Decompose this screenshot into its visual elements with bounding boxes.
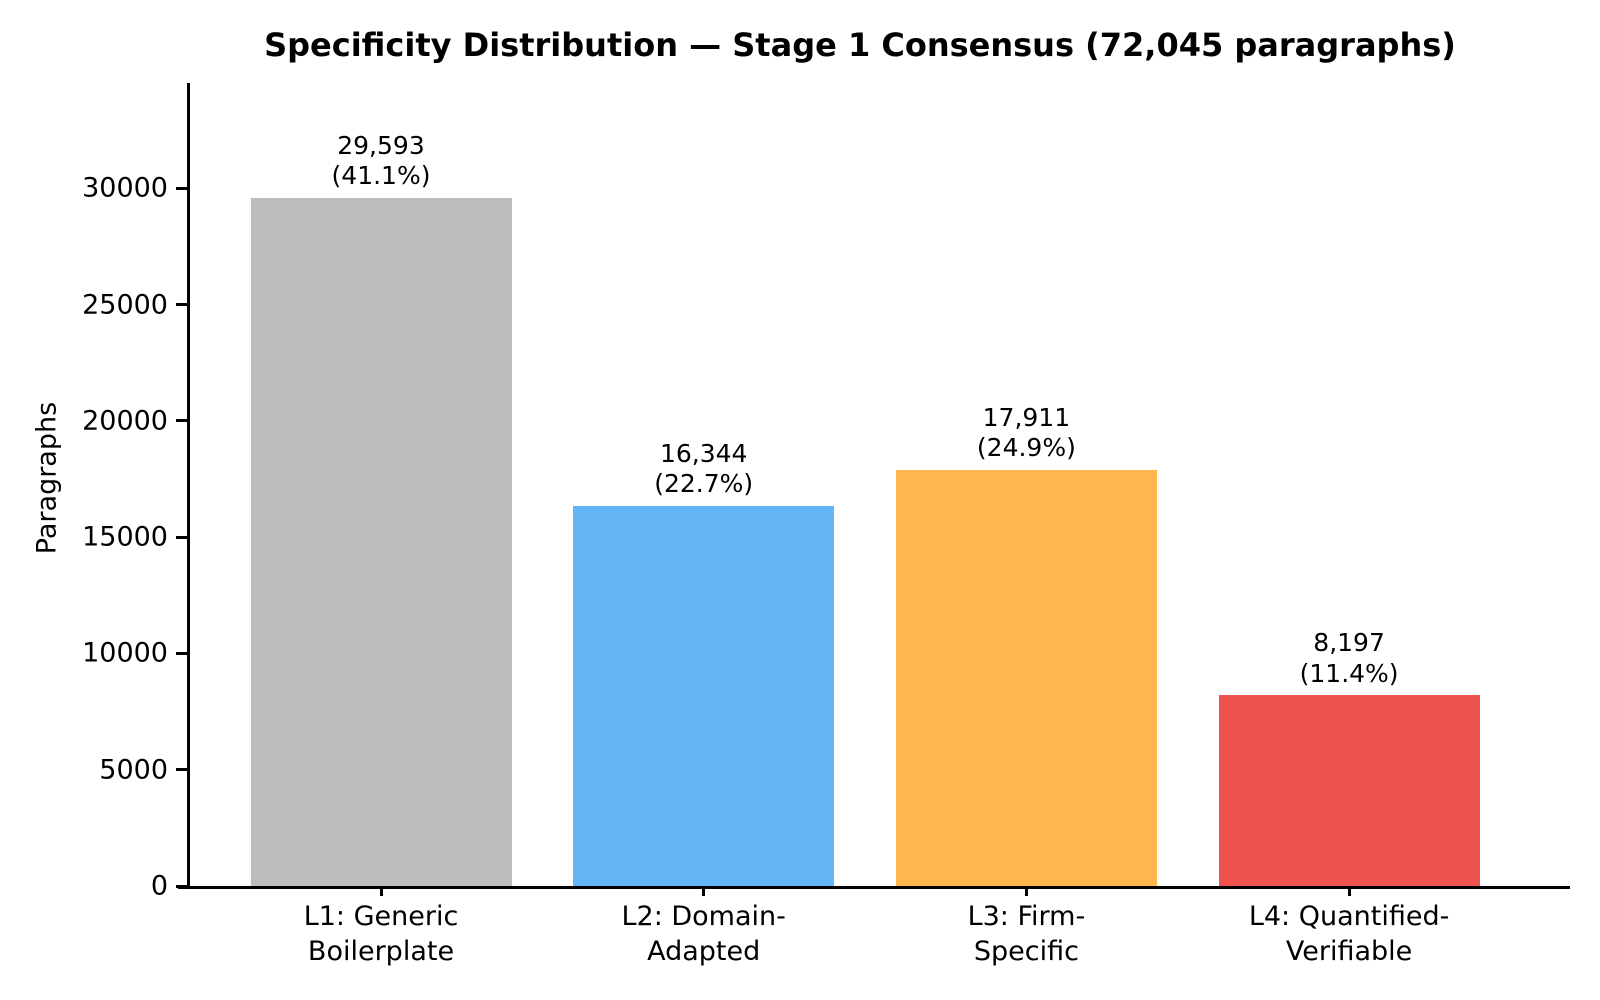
bar-value-percent: (22.7%) [654, 469, 754, 499]
category-label-line: L4: Quantified- [1248, 901, 1450, 932]
bar-l4 [1218, 695, 1480, 886]
y-tick-label: 10000 [82, 637, 168, 669]
x-tick-label-l3: L3: Firm- Specific [968, 899, 1086, 969]
x-tick-mark [379, 886, 383, 896]
y-tick-label: 20000 [82, 405, 168, 437]
bar-value-percent: (24.9%) [976, 433, 1076, 463]
y-tick-label: 15000 [82, 521, 168, 553]
category-label-line: Adapted [647, 936, 761, 968]
category-label-line: Boilerplate [307, 936, 455, 968]
x-tick-mark [1024, 886, 1028, 896]
y-axis-line [187, 83, 190, 889]
bar-value-label-l2: 16,344 (22.7%) [654, 439, 753, 500]
y-tick-mark [176, 535, 187, 539]
y-tick-label: 5000 [99, 754, 168, 786]
x-tick-label-l2: L2: Domain- Adapted [621, 899, 785, 969]
bar-value-label-l1: 29,593 (41.1%) [332, 131, 431, 192]
x-tick-mark [702, 886, 706, 896]
y-axis-label: Paragraphs [31, 401, 63, 555]
bar-value-label-l4: 8,197 (11.4%) [1300, 628, 1399, 689]
y-tick-mark [176, 186, 187, 190]
category-label-line: L2: Domain- [621, 901, 786, 932]
bar-value-count: 16,344 [659, 438, 748, 468]
chart-title: Specificity Distribution — Stage 1 Conse… [264, 26, 1456, 64]
y-tick-mark [176, 651, 187, 655]
bar-value-count: 8,197 [1313, 628, 1385, 658]
x-tick-label-l1: L1: Generic Boilerplate [304, 899, 459, 969]
bar-l1 [250, 197, 512, 886]
y-tick-label: 25000 [82, 289, 168, 321]
y-tick-mark [176, 303, 187, 307]
bar-value-count: 17,911 [982, 402, 1071, 432]
category-label-line: Specific [973, 936, 1079, 968]
x-tick-mark [1347, 886, 1351, 896]
bar-l3 [895, 469, 1157, 886]
x-axis-line [178, 886, 1570, 889]
category-label-line: Verifiable [1285, 936, 1413, 968]
bar-value-percent: (41.1%) [331, 161, 431, 191]
x-tick-label-l4: L4: Quantified- Verifiable [1249, 899, 1450, 969]
y-tick-mark [176, 884, 187, 888]
bar-value-percent: (11.4%) [1299, 658, 1399, 688]
y-tick-mark [176, 419, 187, 423]
y-tick-label: 30000 [82, 172, 168, 204]
y-tick-mark [176, 768, 187, 772]
category-label-line: L3: Firm- [967, 901, 1086, 932]
plot-area: 0 5000 10000 15000 20000 25000 30000 29,593 (41… [82, 83, 1570, 967]
y-tick-label: 0 [150, 870, 168, 902]
bar-value-label-l3: 17,911 (24.9%) [977, 403, 1076, 464]
bar-value-count: 29,593 [337, 130, 425, 160]
bar-l2 [573, 505, 835, 886]
category-label-line: L1: Generic [303, 901, 459, 932]
